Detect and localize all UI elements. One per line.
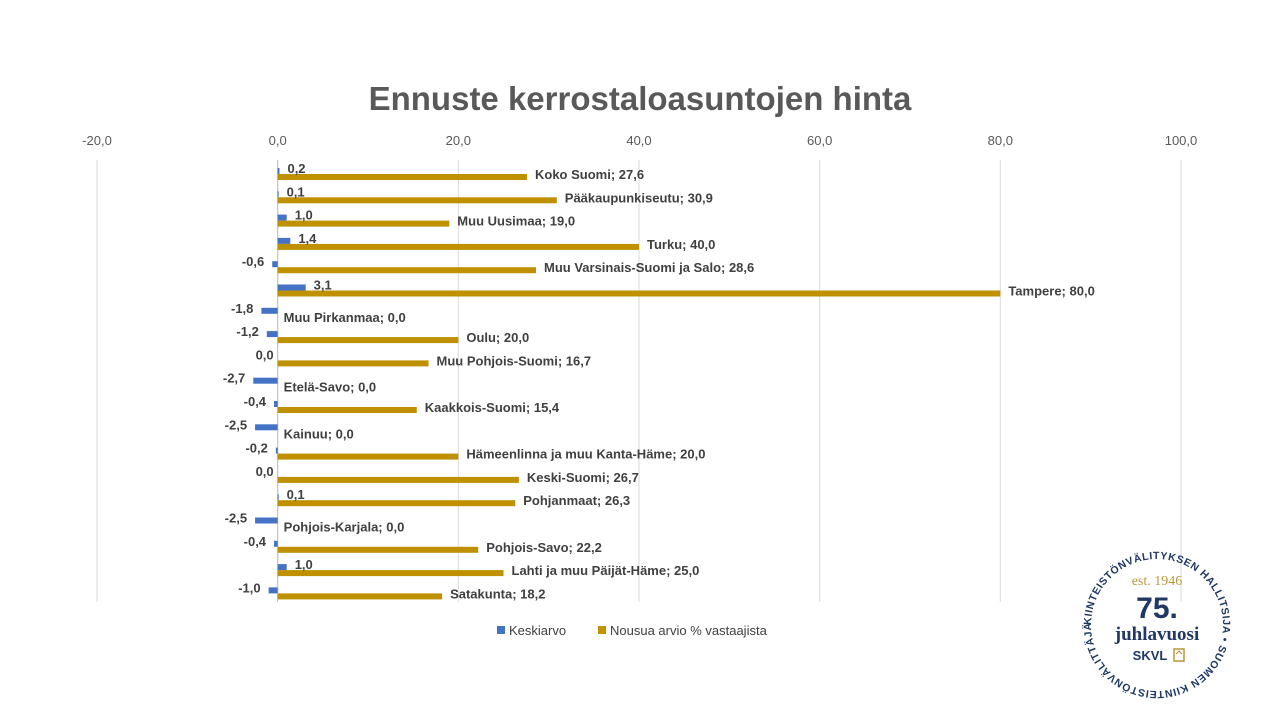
bar-nousua (277, 197, 557, 204)
bar-keskiarvo (277, 564, 287, 571)
bar-keskiarvo (274, 401, 278, 407)
legend: Keskiarvo Nousua arvio % vastaajista (497, 623, 768, 638)
data-labels: 0,2 Koko Suomi; 27,6 0,1 Pääkaupunkiseutu; … (223, 161, 1095, 601)
chart-title: Ennuste kerrostaloasuntojen hinta (368, 80, 912, 117)
bar-keskiarvo (277, 284, 306, 291)
bar-nousua (277, 407, 417, 413)
house-roof-icon (1175, 650, 1183, 655)
bar-keskiarvo (261, 307, 278, 314)
house-icon (1173, 648, 1185, 662)
bar-keskiarvo (268, 587, 278, 594)
badge-number: 75. (1136, 592, 1178, 625)
bar-nousua (277, 476, 519, 483)
legend-swatch (497, 626, 505, 634)
data-label-keskiarvo: 0,1 (287, 487, 305, 502)
data-label-keskiarvo: 0,2 (287, 161, 305, 176)
bar-nousua (277, 360, 429, 367)
data-label-nousua: Muu Pirkanmaa; 0,0 (284, 310, 406, 325)
bar-keskiarvo (253, 377, 278, 384)
bar-keskiarvo (255, 517, 278, 524)
bar-nousua (277, 453, 459, 460)
badge-brand: SKVL (1133, 648, 1168, 663)
data-label-keskiarvo: 0,1 (287, 184, 305, 199)
bar-nousua (277, 570, 504, 577)
data-label-nousua: Muu Uusimaa; 19,0 (457, 214, 575, 229)
data-label-nousua: Kainuu; 0,0 (284, 426, 354, 441)
data-label-nousua: Pohjois-Karjala; 0,0 (284, 520, 405, 535)
bar-nousua (277, 546, 479, 553)
data-label-nousua: Pohjois-Savo; 22,2 (486, 540, 602, 555)
data-label-keskiarvo: -2,7 (223, 371, 245, 386)
data-label-nousua: Muu Varsinais-Suomi ja Salo; 28,6 (544, 260, 754, 275)
bar-nousua (277, 267, 537, 274)
x-tick-label: 60,0 (807, 133, 832, 148)
data-label-nousua: Satakunta; 18,2 (450, 586, 545, 601)
badge-est: est. 1946 (1132, 574, 1183, 589)
data-label-keskiarvo: 3,1 (314, 278, 332, 293)
x-tick-label: 100,0 (1165, 133, 1198, 148)
data-label-keskiarvo: 1,4 (298, 231, 317, 246)
bar-keskiarvo (275, 447, 278, 454)
x-tick-label: 40,0 (626, 133, 651, 148)
data-label-keskiarvo: 1,0 (295, 557, 313, 572)
x-tick-label: -20,0 (82, 133, 112, 148)
bar-keskiarvo (266, 331, 278, 338)
x-axis-ticks: -20,0 0,0 20,0 40,0 60,0 80,0 100,0 (82, 133, 1197, 148)
badge-word: juhlavuosi (1114, 624, 1199, 645)
data-label-nousua: Pääkaupunkiseutu; 30,9 (565, 190, 713, 205)
data-label-keskiarvo: -2,5 (225, 417, 247, 432)
data-label-nousua: Muu Pohjois-Suomi; 16,7 (437, 353, 592, 368)
bar-keskiarvo (277, 494, 279, 501)
bar-keskiarvo (277, 168, 280, 174)
bar-keskiarvo (255, 424, 278, 431)
bar-keskiarvo (277, 191, 279, 198)
x-tick-label: 80,0 (988, 133, 1013, 148)
data-label-keskiarvo: -1,8 (231, 301, 253, 316)
data-label-keskiarvo: -2,5 (225, 511, 247, 526)
bar-nousua (277, 337, 459, 344)
data-label-nousua: Keski-Suomi; 26,7 (527, 470, 639, 485)
bar-nousua (277, 290, 1001, 297)
bar-keskiarvo (274, 540, 278, 547)
data-label-nousua: Oulu; 20,0 (466, 330, 529, 345)
data-label-nousua: Tampere; 80,0 (1008, 284, 1094, 299)
anniversary-badge: KIINTEISTÖNVÄLITYKSEN HALLITSIJA • SUOME… (1082, 550, 1231, 700)
data-label-nousua: Turku; 40,0 (647, 237, 715, 252)
data-label-keskiarvo: -0,4 (244, 534, 267, 549)
data-label-keskiarvo: -0,2 (245, 441, 267, 456)
data-label-keskiarvo: -1,2 (236, 324, 258, 339)
legend-label: Nousua arvio % vastaajista (610, 623, 768, 638)
bar-nousua (277, 243, 639, 250)
data-label-nousua: Pohjanmaat; 26,3 (523, 493, 630, 508)
bars (253, 168, 1001, 600)
data-label-keskiarvo: -0,6 (242, 254, 264, 269)
data-label-nousua: Lahti ja muu Päijät-Häme; 25,0 (512, 563, 700, 578)
data-label-nousua: Kaakkois-Suomi; 15,4 (425, 400, 560, 415)
bar-keskiarvo (272, 261, 278, 268)
bar-nousua (277, 593, 443, 600)
data-label-keskiarvo: -1,0 (238, 580, 260, 595)
data-label-nousua: Koko Suomi; 27,6 (535, 167, 644, 182)
bar-nousua (277, 500, 516, 507)
data-label-nousua: Hämeenlinna ja muu Kanta-Häme; 20,0 (466, 447, 705, 462)
data-label-keskiarvo: -0,4 (244, 394, 267, 409)
bar-keskiarvo (277, 214, 287, 221)
legend-swatch (598, 626, 606, 634)
data-label-keskiarvo: 1,0 (295, 208, 313, 223)
data-label-keskiarvo: 0,0 (256, 464, 274, 479)
bar-nousua (277, 174, 527, 180)
bar-nousua (277, 220, 450, 227)
legend-label: Keskiarvo (509, 623, 566, 638)
x-tick-label: 20,0 (446, 133, 471, 148)
bar-keskiarvo (277, 237, 291, 244)
data-label-nousua: Etelä-Savo; 0,0 (284, 380, 377, 395)
x-tick-label: 0,0 (269, 133, 287, 148)
data-label-keskiarvo: 0,0 (256, 347, 274, 362)
